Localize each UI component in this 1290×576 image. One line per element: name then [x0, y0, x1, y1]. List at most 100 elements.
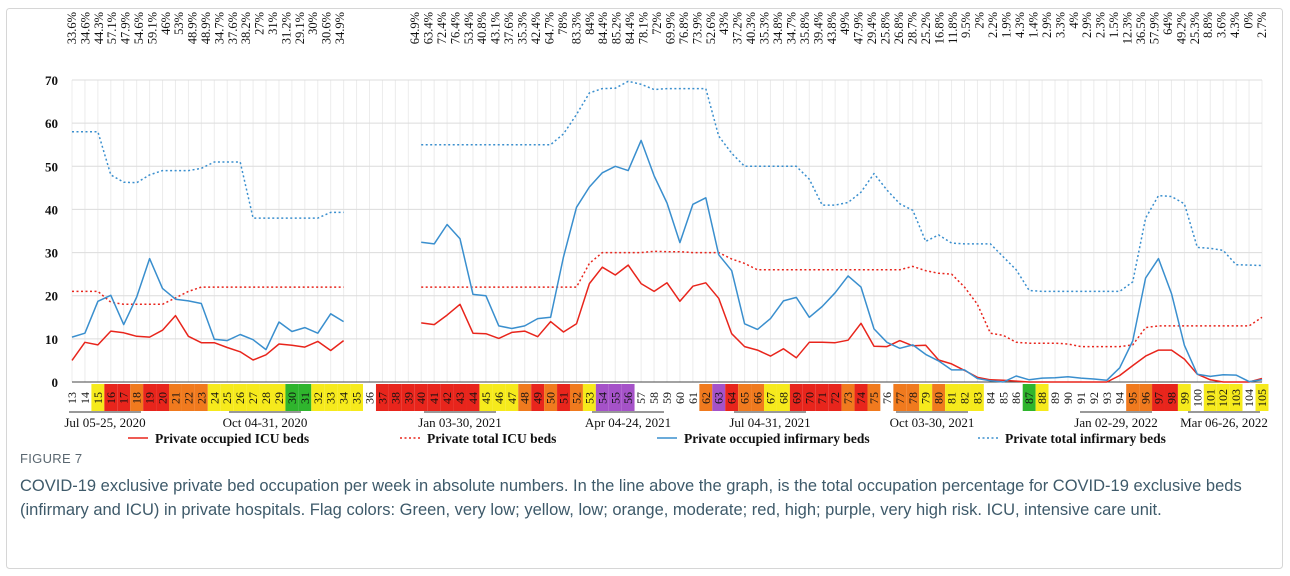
week-label: 14 — [78, 392, 92, 404]
flag-cell — [194, 384, 208, 411]
date-label: Jan 02-29, 2022 — [1074, 415, 1157, 430]
occupancy-label: 54.6% — [132, 12, 146, 44]
occupancy-label: 84.4% — [623, 12, 637, 44]
occupancy-label: 38.2% — [239, 12, 253, 44]
week-label: 97 — [1152, 392, 1166, 404]
week-label: 85 — [996, 392, 1010, 404]
occupancy-label: 44.3% — [92, 12, 106, 44]
flag-cell — [207, 384, 221, 411]
week-label: 51 — [557, 392, 571, 404]
occupancy-label: 78% — [556, 12, 570, 35]
flag-cell — [789, 384, 803, 411]
flag-cell — [337, 384, 351, 411]
occupancy-label: 31% — [266, 12, 280, 35]
flag-cell — [1100, 384, 1114, 411]
flag-cell — [828, 384, 842, 411]
occupancy-label: 30% — [306, 12, 320, 35]
flag-cell — [725, 384, 739, 411]
week-label: 26 — [233, 392, 247, 404]
occupancy-label: 48.9% — [186, 12, 200, 44]
occupancy-label: 40.3% — [744, 12, 758, 44]
week-label: 63 — [712, 392, 726, 404]
date-label: Jan 03-30, 2021 — [418, 415, 501, 430]
occupancy-label: 48.9% — [199, 12, 213, 44]
week-label: 23 — [194, 392, 208, 404]
occupancy-label: 76.8% — [677, 12, 691, 44]
week-label: 82 — [958, 392, 972, 404]
week-label: 95 — [1126, 392, 1140, 404]
occupancy-label: 3.6% — [1215, 12, 1229, 38]
week-label: 64 — [725, 392, 739, 404]
week-label: 94 — [1113, 392, 1127, 404]
week-label: 65 — [738, 392, 752, 404]
occupancy-label: 57.9% — [1147, 12, 1161, 44]
plot: 0102030405060701314151617181920212223242… — [45, 12, 1269, 446]
flag-cell — [492, 384, 506, 411]
occupancy-label: 64.7% — [542, 12, 556, 44]
week-label: 54 — [595, 392, 609, 404]
week-label: 20 — [156, 392, 170, 404]
week-label: 78 — [906, 392, 920, 404]
week-label: 70 — [802, 392, 816, 404]
week-label: 21 — [168, 392, 182, 404]
week-label: 86 — [1009, 392, 1023, 404]
occupancy-label: 43% — [717, 12, 731, 35]
flag-cell — [272, 384, 286, 411]
flag-cell — [699, 384, 713, 411]
flag-cell — [130, 384, 144, 411]
week-label: 90 — [1061, 392, 1075, 404]
flag-cell — [388, 384, 402, 411]
week-label: 43 — [453, 392, 467, 404]
occupancy-label: 83.3% — [569, 12, 583, 44]
week-label: 53 — [582, 392, 596, 404]
flag-cell — [673, 384, 687, 411]
week-label: 103 — [1229, 389, 1243, 407]
occupancy-label: 69.9% — [663, 12, 677, 44]
week-label: 79 — [919, 392, 933, 404]
week-label: 69 — [789, 392, 803, 404]
caption: COVID-19 exclusive private bed occupatio… — [20, 477, 1242, 519]
date-label: Oct 03-30, 2021 — [890, 415, 975, 430]
y-tick-label: 70 — [45, 73, 58, 88]
week-label: 61 — [686, 392, 700, 404]
week-label: 24 — [207, 392, 221, 404]
flag-cell — [608, 384, 622, 411]
week-label: 71 — [815, 392, 829, 404]
series-line — [72, 250, 1263, 348]
week-label: 59 — [660, 392, 674, 404]
occupancy-label: 37.6% — [502, 12, 516, 44]
flag-cell — [427, 384, 441, 411]
flag-cell — [91, 384, 105, 411]
occupancy-label: 1.9% — [1000, 12, 1014, 38]
flag-cell — [557, 384, 570, 411]
flag-cell — [65, 384, 79, 411]
occupancy-label: 64% — [1161, 12, 1175, 35]
occupancy-label: 27% — [253, 12, 267, 35]
flag-cell — [1164, 384, 1178, 411]
occupancy-label: 25.3% — [1188, 12, 1202, 44]
week-label: 18 — [130, 392, 144, 404]
flag-cell — [246, 384, 260, 411]
flag-cell — [505, 384, 519, 411]
occupancy-label: 8.8% — [1201, 12, 1215, 38]
flag-cell — [595, 384, 609, 411]
occupancy-label: 42.4% — [529, 12, 543, 44]
week-label: 45 — [479, 392, 493, 404]
occupancy-label: 25.8% — [879, 12, 893, 44]
series-line — [71, 139, 1263, 383]
flag-cell — [531, 384, 545, 411]
flag-cell — [738, 384, 752, 411]
occupancy-label: 63.4% — [421, 12, 435, 44]
occupancy-label: 40.8% — [475, 12, 489, 44]
flag-cell — [880, 384, 894, 411]
occupancy-label: 2% — [973, 12, 987, 29]
week-label: 32 — [311, 392, 325, 404]
flag-cell — [350, 384, 364, 411]
week-label: 73 — [841, 392, 855, 404]
week-label: 98 — [1164, 392, 1178, 404]
flag-cell — [970, 384, 984, 411]
occupancy-label: 16.8% — [932, 12, 946, 44]
date-label: Jul 05-25, 2020 — [64, 415, 145, 430]
y-tick-label: 50 — [45, 159, 58, 174]
week-label: 38 — [388, 392, 402, 404]
